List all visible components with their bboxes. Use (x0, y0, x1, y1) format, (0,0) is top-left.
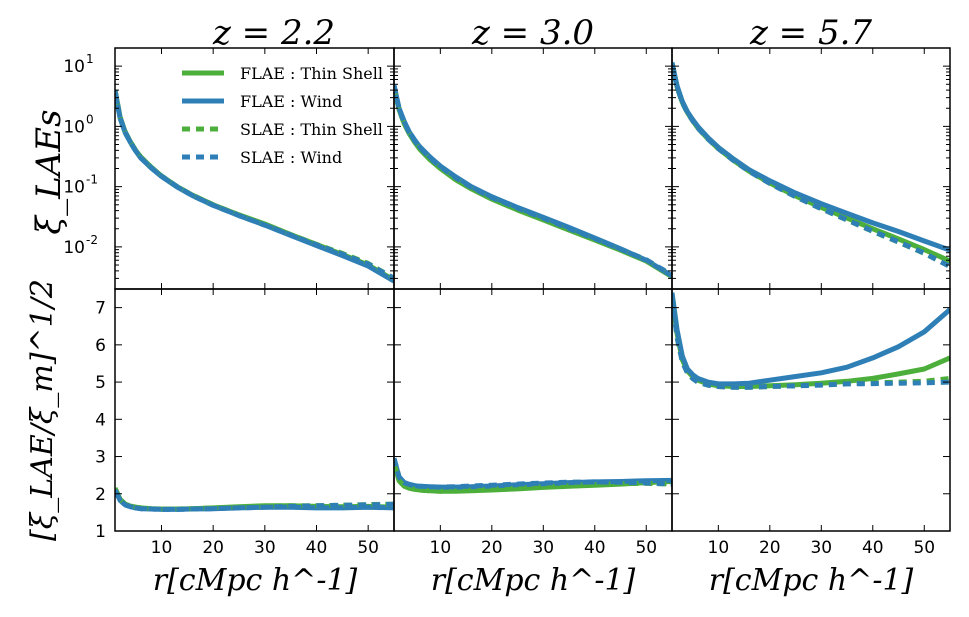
series-line-slae-thin-shell (394, 463, 672, 494)
series-line-slae-wind (672, 296, 950, 390)
y-tick-label: 10 (63, 178, 85, 198)
panel-4-series (115, 487, 394, 512)
panel-1-series (115, 89, 394, 284)
xlabel-panel-2: r[cMpc h^-1] (431, 563, 636, 598)
x-tick-label: 20 (759, 538, 781, 558)
panel-6: 10 20 30 40 50 (671, 288, 951, 558)
x-tick-label: 50 (913, 538, 935, 558)
x-tick-label: 10 (708, 538, 730, 558)
x-tick-label: 20 (202, 538, 224, 558)
xlabel-panel-3: r[cMpc h^-1] (709, 563, 914, 598)
legend: FLAE : Thin Shell FLAE : Wind SLAE : Thin … (182, 64, 383, 167)
legend-label-3: SLAE : Thin Shell (240, 120, 383, 139)
y-tick-exponent: -2 (86, 233, 98, 247)
x-tick-label: 30 (254, 538, 276, 558)
y-tick-label: 1 (95, 522, 106, 542)
panel-title-z57: z = 5.7 (749, 13, 872, 53)
panel-4: 10 20 30 40 50 1 2 3 4 5 6 7 (95, 288, 395, 558)
panel-6-series (672, 292, 950, 390)
xlabel-panel-1: r[cMpc h^-1] (153, 563, 358, 598)
y-tick-label: 10 (63, 238, 85, 258)
series-line-slae-wind (115, 90, 394, 281)
panel-frame (671, 288, 951, 532)
x-tick-label: 40 (584, 538, 606, 558)
panel-3 (671, 47, 951, 290)
x-tick-label: 30 (810, 538, 832, 558)
x-tick-label: 30 (532, 538, 554, 558)
y-tick-label: 3 (95, 448, 106, 468)
x-tick-label: 10 (151, 538, 173, 558)
legend-label-4: SLAE : Wind (240, 148, 342, 167)
panel-title-z22: z = 2.2 (212, 13, 335, 53)
x-tick-label: 10 (430, 538, 452, 558)
bottom-ylabel-text: [ξ_LAE/ξ_m]^1/2 (25, 279, 60, 541)
x-tick-label: 40 (862, 538, 884, 558)
panel-5-series (394, 457, 672, 494)
xlabels: r[cMpc h^-1] r[cMpc h^-1] r[cMpc h^-1] (153, 563, 914, 598)
panel-titles: z = 2.2 z = 3.0 z = 5.7 (212, 13, 872, 53)
x-tick-label: 50 (357, 538, 379, 558)
y-tick-label: 5 (95, 373, 106, 393)
x-tick-label: 20 (481, 538, 503, 558)
y-tick-label: 6 (95, 336, 106, 356)
panel-2-series (394, 84, 672, 279)
panel-3-series (672, 61, 950, 269)
y-tick-label: 2 (95, 485, 106, 505)
series-line-slae-wind (115, 488, 394, 512)
legend-label-2: FLAE : Wind (240, 92, 342, 111)
y-tick-exponent: 1 (86, 52, 94, 66)
y-tick-exponent: 0 (86, 112, 94, 126)
legend-label-1: FLAE : Thin Shell (240, 64, 383, 83)
y-tick-label: 10 (63, 57, 85, 77)
series-line-slae-wind (394, 457, 672, 490)
y-tick-label: 10 (63, 117, 85, 137)
series-line-slae-wind (394, 85, 672, 278)
y-tick-label: 7 (95, 299, 106, 319)
top-ylabel-text: ξ_LAEs (29, 109, 69, 234)
y-tick-label: 4 (95, 410, 106, 430)
top-ylabel: ξ_LAEs (29, 109, 69, 234)
series-line-slae-wind (672, 63, 950, 269)
y-tick-exponent: -1 (86, 173, 98, 187)
bottom-ylabel: [ξ_LAE/ξ_m]^1/2 (25, 279, 60, 541)
x-tick-label: 50 (635, 538, 657, 558)
panel-title-z30: z = 3.0 (471, 13, 594, 53)
x-tick-label: 40 (306, 538, 328, 558)
